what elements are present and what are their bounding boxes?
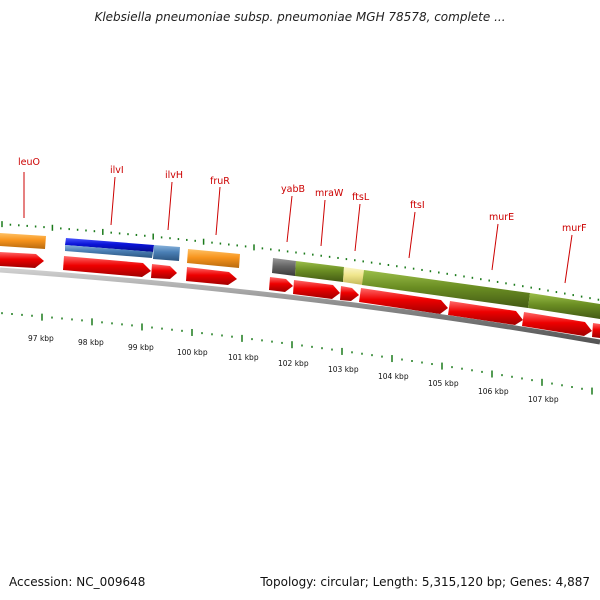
kbp-value-103: 103 <box>328 365 343 374</box>
cds-arrow-1[interactable] <box>0 252 44 268</box>
kbp-label-107: 107 kbp <box>528 395 559 404</box>
kbp-label-106: 106 kbp <box>478 387 509 396</box>
inner-scale-ring <box>1 312 593 395</box>
kbp-unit-98: kbp <box>90 338 104 347</box>
kbp-unit-104: kbp <box>395 372 409 381</box>
accession-text: Accession: NC_009648 <box>9 575 146 589</box>
cds-arrow-9[interactable] <box>448 301 523 325</box>
gene-label-yabB: yabB <box>281 184 305 195</box>
genome-backbone <box>0 267 600 345</box>
kbp-value-105: 105 <box>428 379 443 388</box>
kbp-unit-102: kbp <box>295 359 309 368</box>
steel-feature-ilvH[interactable] <box>153 245 180 261</box>
kbp-value-99: 99 <box>128 343 138 352</box>
kbp-value-97: 97 <box>28 334 38 343</box>
kbp-label-100: 100 kbp <box>177 348 208 357</box>
gene-label-murE: murE <box>489 212 514 223</box>
kbp-value-101: 101 <box>228 353 243 362</box>
gene-label-murF: murF <box>562 223 587 234</box>
kbp-unit-101: kbp <box>245 353 259 362</box>
outer-minor-ticks <box>1 221 600 301</box>
kbp-unit-106: kbp <box>495 387 509 396</box>
mraW-leader-line <box>320 199 326 247</box>
kbp-value-106: 106 <box>478 387 493 396</box>
map-title: Klebsiella pneumoniae subsp. pneumoniae … <box>94 10 506 24</box>
olive-feature-murE-murF[interactable] <box>528 293 600 319</box>
cds-arrow-7[interactable] <box>340 286 359 301</box>
kbp-label-105: 105 kbp <box>428 379 459 388</box>
kbp-unit-100: kbp <box>194 348 208 357</box>
genome-summary-text: Topology: circular; Length: 5,315,120 bp… <box>260 575 590 589</box>
kbp-unit-99: kbp <box>140 343 154 352</box>
gene-label-group: leuO ilvI ilvH fruR yabB mraW ftsL ftsI … <box>18 157 587 284</box>
gene-label-mraW: mraW <box>315 188 344 199</box>
cds-arrow-6[interactable] <box>293 280 340 299</box>
kbp-label-98: 98 kbp <box>78 338 104 347</box>
kbp-unit-97: kbp <box>40 334 54 343</box>
murE-leader-line <box>491 223 499 271</box>
kbp-value-100: 100 <box>177 348 192 357</box>
ftsL-leader-line <box>354 203 361 252</box>
kbp-value-102: 102 <box>278 359 293 368</box>
kbp-value-98: 98 <box>78 338 88 347</box>
kbp-label-99: 99 kbp <box>128 343 154 352</box>
ftsI-leader-line <box>408 211 416 259</box>
yabB-leader-line <box>286 195 293 243</box>
kbp-label-97: 97 kbp <box>28 334 54 343</box>
inner-minor-ticks <box>1 312 583 390</box>
kbp-unit-105: kbp <box>445 379 459 388</box>
kbp-unit-103: kbp <box>345 365 359 374</box>
cds-arrow-3[interactable] <box>151 264 177 279</box>
cds-arrow-8[interactable] <box>359 288 448 314</box>
murF-leader-line <box>564 234 573 284</box>
gene-label-ftsI: ftsI <box>410 200 425 211</box>
kbp-value-107: 107 <box>528 395 543 404</box>
kbp-major-ticks <box>41 313 593 395</box>
fruR-leader-line <box>215 186 221 236</box>
cds-arrow-10[interactable] <box>522 312 592 336</box>
kbp-label-104: 104 kbp <box>378 372 409 381</box>
cds-arrow-5[interactable] <box>269 277 293 292</box>
gene-label-ilvI: ilvI <box>110 165 124 176</box>
outer-tick-ring <box>1 221 600 301</box>
cds-track <box>0 252 600 338</box>
pale-feature-ftsL[interactable] <box>343 267 364 285</box>
gray-feature-yabB[interactable] <box>272 258 296 276</box>
steel-feature-ilvI[interactable] <box>65 245 153 258</box>
gene-label-ftsL: ftsL <box>352 192 370 203</box>
cds-arrow-4[interactable] <box>186 267 237 285</box>
orange-feature-leuO[interactable] <box>0 233 46 249</box>
gene-label-fruR: fruR <box>210 176 230 187</box>
kbp-value-104: 104 <box>378 372 393 381</box>
cds-arrow-2[interactable] <box>63 256 151 277</box>
olive-feature-ftsI[interactable] <box>362 270 530 308</box>
feature-track <box>0 233 600 319</box>
kbp-labels: 97 kbp 98 kbp 99 kbp 100 kbp 101 kbp 102… <box>28 334 559 404</box>
cds-arrow-11[interactable] <box>592 323 600 338</box>
orange-feature-fruR[interactable] <box>187 249 240 268</box>
kbp-unit-107: kbp <box>545 395 559 404</box>
kbp-label-103: 103 kbp <box>328 365 359 374</box>
ilvI-leader-line <box>110 176 116 226</box>
gene-label-ilvH: ilvH <box>165 170 183 181</box>
kbp-label-101: 101 kbp <box>228 353 259 362</box>
gene-label-leuO: leuO <box>18 157 40 168</box>
ilvH-leader-line <box>167 181 173 231</box>
blue-feature-ilvI[interactable] <box>65 238 154 252</box>
kbp-label-102: 102 kbp <box>278 359 309 368</box>
olive-feature-mraW[interactable] <box>295 261 344 282</box>
